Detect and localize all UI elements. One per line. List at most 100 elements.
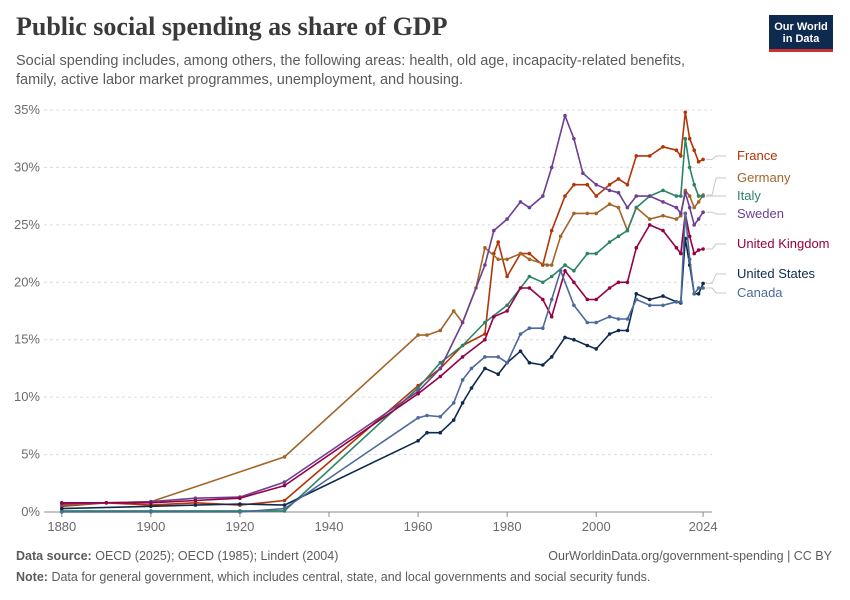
- data-point-france: [661, 145, 665, 149]
- data-point-germany: [425, 333, 429, 337]
- data-point-germany: [451, 309, 456, 313]
- data-point-italy: [634, 205, 639, 210]
- data-point-canada: [647, 303, 652, 308]
- data-point-united-kingdom: [238, 496, 242, 501]
- data-point-united-kingdom: [625, 280, 630, 285]
- data-point-canada: [634, 297, 639, 302]
- data-point-italy: [505, 303, 509, 308]
- data-point-germany: [674, 217, 679, 221]
- data-point-united-states: [193, 503, 198, 507]
- legend-connector-united-kingdom: [706, 243, 727, 250]
- data-point-united-states: [425, 430, 429, 435]
- data-point-italy: [594, 251, 598, 256]
- data-point-france: [683, 110, 688, 115]
- data-point-sweden: [687, 205, 692, 210]
- logo-line-1: Our World: [774, 21, 828, 33]
- data-point-united-kingdom: [527, 286, 532, 290]
- data-point-canada: [585, 320, 590, 325]
- data-point-united-kingdom: [594, 297, 598, 302]
- data-point-united-states: [572, 337, 576, 342]
- data-point-canada: [518, 332, 523, 336]
- data-point-sweden: [696, 217, 701, 221]
- data-point-united-states: [634, 292, 639, 296]
- data-point-united-states: [518, 349, 523, 354]
- legend-connector-sweden: [706, 211, 727, 215]
- data-point-united-states: [549, 355, 554, 359]
- data-source: Data source: OECD (2025); OECD (1985); L…: [16, 549, 338, 563]
- data-point-united-kingdom: [679, 251, 683, 256]
- data-point-italy: [696, 194, 701, 198]
- data-point-united-kingdom: [696, 248, 701, 252]
- data-point-united-kingdom: [701, 247, 705, 251]
- legend-connector-united-states: [706, 273, 727, 284]
- data-point-sweden: [594, 182, 598, 187]
- data-point-canada: [527, 326, 532, 331]
- series-line-sweden: [61, 114, 704, 505]
- data-point-italy: [527, 274, 532, 279]
- data-point-canada: [483, 355, 487, 359]
- data-point-france: [607, 182, 612, 187]
- data-point-canada: [282, 506, 287, 511]
- data-point-sweden: [563, 113, 567, 118]
- data-point-canada: [469, 366, 474, 371]
- data-point-sweden: [625, 205, 630, 210]
- data-point-italy: [616, 234, 621, 239]
- data-point-united-states: [438, 430, 443, 435]
- data-point-sweden: [572, 136, 576, 141]
- data-point-france: [692, 148, 696, 152]
- data-point-france: [563, 194, 567, 198]
- data-point-united-states: [483, 366, 487, 371]
- data-point-italy: [549, 274, 554, 279]
- line-chart[interactable]: 0% 5% 10% 15% 20% 25% 30% 35% 1880 1900 1920 1940 19…: [0, 0, 850, 540]
- data-point-canada: [683, 211, 688, 216]
- data-point-united-kingdom: [563, 269, 567, 273]
- data-point-united-states: [416, 439, 420, 443]
- data-point-canada: [149, 510, 153, 514]
- y-tick-label: 10%: [14, 389, 40, 404]
- data-point-canada: [687, 257, 692, 262]
- data-point-sweden: [607, 188, 612, 193]
- data-point-italy: [687, 165, 692, 170]
- data-point-france: [496, 240, 501, 244]
- data-point-canada: [60, 510, 64, 514]
- y-tick-label: 25%: [14, 217, 40, 232]
- data-point-united-states: [527, 360, 532, 365]
- data-point-france: [647, 154, 652, 158]
- data-point-united-states: [469, 386, 474, 390]
- data-point-sweden: [549, 165, 554, 170]
- data-point-italy: [460, 343, 465, 348]
- owid-logo[interactable]: Our World in Data: [769, 15, 833, 52]
- data-point-canada: [425, 413, 429, 418]
- legend-label-united-states: United States: [737, 266, 816, 281]
- logo-line-2: in Data: [782, 33, 820, 45]
- data-point-canada: [607, 314, 612, 319]
- legend-label-sweden: Sweden: [737, 206, 784, 221]
- data-point-united-states: [238, 502, 242, 506]
- source-url[interactable]: OurWorldinData.org/government-spending |…: [548, 549, 832, 563]
- data-point-italy: [483, 320, 487, 325]
- y-tick-label: 30%: [14, 159, 40, 174]
- y-tick-label: 20%: [14, 274, 40, 289]
- x-tick-label: 1880: [47, 519, 76, 534]
- data-point-united-kingdom: [674, 246, 679, 250]
- data-source-label: Data source:: [16, 549, 92, 563]
- data-point-united-states: [696, 292, 701, 296]
- y-tick-label: 0%: [21, 504, 40, 519]
- legend-label-germany: Germany: [737, 170, 791, 185]
- data-point-sweden: [692, 223, 696, 227]
- x-tick-label: 1920: [225, 519, 254, 534]
- data-point-germany: [438, 328, 443, 333]
- data-point-sweden: [674, 205, 679, 210]
- data-point-canada: [438, 414, 443, 419]
- data-point-sweden: [282, 480, 287, 484]
- data-point-canada: [594, 320, 598, 325]
- data-point-canada: [541, 326, 545, 331]
- data-point-united-kingdom: [518, 286, 523, 290]
- data-point-france: [701, 157, 705, 162]
- data-point-united-kingdom: [505, 309, 509, 313]
- chart-note: Note: Data for general government, which…: [16, 570, 650, 584]
- data-point-sweden: [483, 263, 487, 267]
- legend-label-united-kingdom: United Kingdom: [737, 236, 830, 251]
- data-point-canada: [616, 317, 621, 321]
- legend-connector-france: [706, 155, 727, 160]
